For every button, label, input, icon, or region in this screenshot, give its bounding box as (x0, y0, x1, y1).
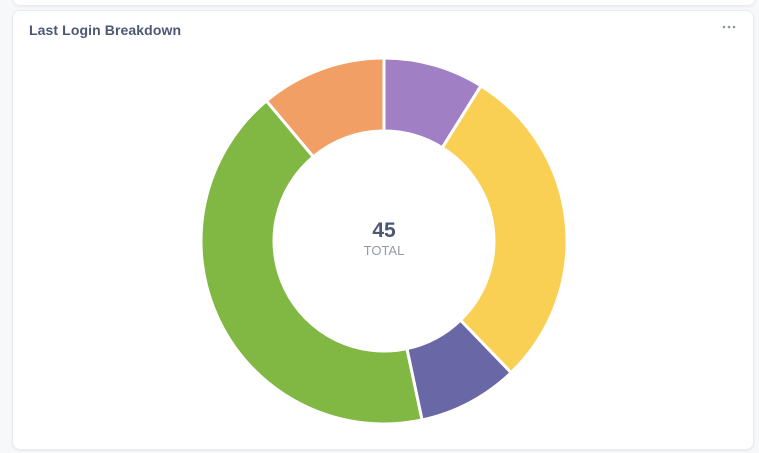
donut-slice-2[interactable] (440, 84, 569, 375)
card-title: Last Login Breakdown (29, 22, 182, 38)
donut-center-label: 45 TOTAL (334, 219, 434, 259)
donut-slice-4[interactable] (199, 99, 424, 426)
total-value: 45 (372, 219, 396, 242)
donut-chart (199, 56, 569, 426)
dashboard-card: Last Login Breakdown 45 TOTAL (12, 10, 754, 450)
card-menu-button[interactable] (719, 19, 739, 35)
ellipsis-icon (722, 25, 736, 29)
previous-card-edge (12, 0, 756, 6)
donut-slice-5[interactable] (264, 56, 386, 159)
total-caption: TOTAL (363, 243, 405, 258)
